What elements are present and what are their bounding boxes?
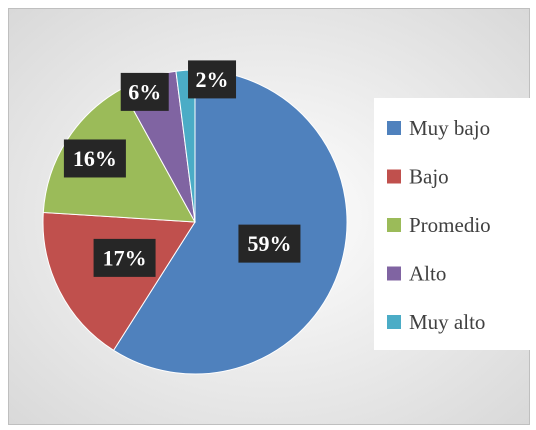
data-label: 16% bbox=[73, 146, 117, 171]
data-label: 6% bbox=[128, 79, 161, 104]
legend-label: Bajo bbox=[409, 165, 449, 189]
label-box bbox=[120, 72, 169, 111]
label-box bbox=[93, 238, 156, 277]
legend-swatch bbox=[387, 121, 401, 135]
legend-swatch bbox=[387, 266, 401, 281]
label-box bbox=[238, 224, 301, 263]
legend-label: Muy alto bbox=[409, 310, 485, 334]
data-label: 59% bbox=[247, 231, 291, 256]
pie-slice bbox=[112, 69, 348, 375]
legend-swatch bbox=[387, 315, 401, 329]
data-label: 17% bbox=[103, 245, 147, 270]
label-box bbox=[188, 60, 237, 99]
label-box bbox=[63, 139, 126, 178]
legend-label: Muy bajo bbox=[409, 116, 490, 140]
legend-swatch bbox=[387, 169, 401, 184]
legend-label: Alto bbox=[409, 262, 446, 286]
legend-swatch bbox=[387, 218, 401, 232]
pie-slice bbox=[42, 211, 196, 352]
data-label: 2% bbox=[196, 67, 229, 92]
legend-label: Promedio bbox=[409, 213, 491, 237]
